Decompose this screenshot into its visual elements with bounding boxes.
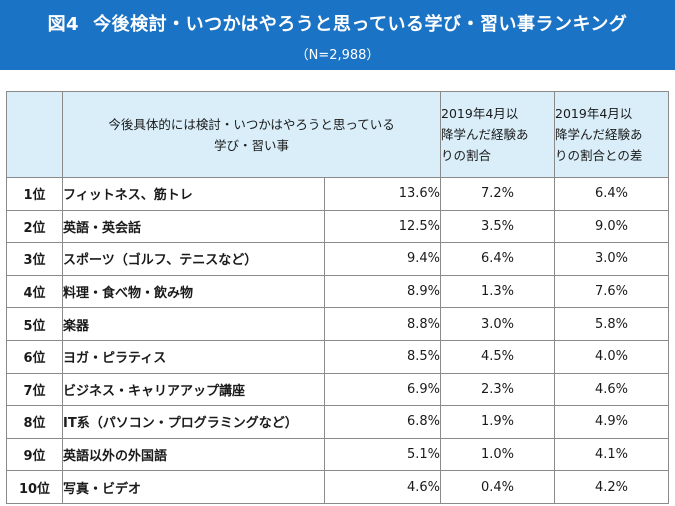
experienced-cell: 1.3% [440,274,556,309]
table-row: 4位 料理・食べ物・飲み物 8.9% 1.3% 7.6% [6,274,670,309]
diff-cell: 6.4% [554,177,670,211]
item-cell: 英語・英会話 [62,209,325,244]
rank-cell: 6位 [6,339,63,374]
table-row: 7位 ビジネス・キャリアアップ講座 6.9% 2.3% 4.6% [6,372,670,407]
figure-title: 図4 今後検討・いつかはやろうと思っている学び・習い事ランキング [0,10,675,36]
diff-cell: 4.9% [554,405,670,439]
experienced-cell: 1.9% [440,405,556,439]
rank-cell: 9位 [6,437,63,472]
diff-cell: 4.0% [554,339,670,374]
ranking-table: 今後具体的には検討・いつかはやろうと思っている 学び・習い事 2019年4月以 … [6,91,670,504]
title-text: 今後検討・いつかはやろうと思っている学び・習い事ランキング [93,14,628,35]
experienced-cell: 3.0% [440,307,556,341]
diff-header-line: 降学んだ経験あ [555,127,643,142]
experienced-cell: 4.5% [440,339,556,374]
table-row: 10位 写真・ビデオ 4.6% 0.4% 4.2% [6,470,670,504]
table-header-row: 今後具体的には検討・いつかはやろうと思っている 学び・習い事 2019年4月以 … [6,91,670,178]
rank-header-cell [6,91,63,178]
rank-cell: 4位 [6,274,63,309]
percent-cell: 9.4% [323,242,442,276]
item-cell: 英語以外の外国語 [62,437,325,472]
percent-cell: 6.8% [323,405,442,439]
item-header-line1: 今後具体的には検討・いつかはやろうと思っている [108,116,395,132]
percent-cell: 13.6% [323,177,442,211]
experienced-cell: 7.2% [440,177,556,211]
item-cell: スポーツ（ゴルフ、テニスなど） [62,242,325,276]
table-row: 5位 楽器 8.8% 3.0% 5.8% [6,307,670,341]
percent-cell: 6.9% [323,372,442,407]
diff-cell: 5.8% [554,307,670,341]
percent-cell: 12.5% [323,209,442,244]
diff-header-cell: 2019年4月以 降学んだ経験あ りの割合との差 [554,91,670,178]
table-row: 8位 IT系（パソコン・プログラミングなど） 6.8% 1.9% 4.9% [6,405,670,439]
rank-cell: 10位 [6,470,63,504]
diff-cell: 3.0% [554,242,670,276]
experienced-cell: 3.5% [440,209,556,244]
item-header-line2: 学び・習い事 [214,137,290,153]
table-row: 2位 英語・英会話 12.5% 3.5% 9.0% [6,209,670,244]
rank-cell: 2位 [6,209,63,244]
experienced-cell: 0.4% [440,470,556,504]
experienced-header-line: 2019年4月以 [441,106,519,121]
experienced-header-line: 降学んだ経験あ [441,127,529,142]
percent-cell: 5.1% [323,437,442,472]
percent-cell: 8.9% [323,274,442,309]
diff-header-line: りの割合との差 [555,148,643,163]
experienced-cell: 1.0% [440,437,556,472]
experienced-header-cell: 2019年4月以 降学んだ経験あ りの割合 [440,91,556,178]
table-row: 9位 英語以外の外国語 5.1% 1.0% 4.1% [6,437,670,472]
table-row: 6位 ヨガ・ピラティス 8.5% 4.5% 4.0% [6,339,670,374]
percent-cell: 8.8% [323,307,442,341]
item-cell: フィットネス、筋トレ [62,177,325,211]
diff-cell: 7.6% [554,274,670,309]
table-row: 1位 フィットネス、筋トレ 13.6% 7.2% 6.4% [6,177,670,211]
rank-cell: 8位 [6,405,63,439]
item-cell: 料理・食べ物・飲み物 [62,274,325,309]
item-cell: ビジネス・キャリアアップ講座 [62,372,325,407]
experienced-header-line: りの割合 [441,148,492,163]
rank-cell: 3位 [6,242,63,276]
diff-header-line: 2019年4月以 [555,106,633,121]
item-cell: 楽器 [62,307,325,341]
figure-label: 図4 [47,14,80,35]
experienced-cell: 2.3% [440,372,556,407]
item-header-cell: 今後具体的には検討・いつかはやろうと思っている 学び・習い事 [61,91,442,178]
rank-cell: 1位 [6,177,63,211]
percent-cell: 8.5% [323,339,442,374]
percent-cell: 4.6% [323,470,442,504]
diff-cell: 4.6% [554,372,670,407]
experienced-cell: 6.4% [440,242,556,276]
rank-cell: 5位 [6,307,63,341]
rank-cell: 7位 [6,372,63,407]
sample-size: （N=2,988） [295,48,380,63]
item-cell: 写真・ビデオ [62,470,325,504]
table-row: 3位 スポーツ（ゴルフ、テニスなど） 9.4% 6.4% 3.0% [6,242,670,276]
item-cell: IT系（パソコン・プログラミングなど） [62,405,325,439]
diff-cell: 4.2% [554,470,670,504]
diff-cell: 9.0% [554,209,670,244]
item-cell: ヨガ・ピラティス [62,339,325,374]
diff-cell: 4.1% [554,437,670,472]
title-banner: 図4 今後検討・いつかはやろうと思っている学び・習い事ランキング （N=2,988… [0,0,675,70]
